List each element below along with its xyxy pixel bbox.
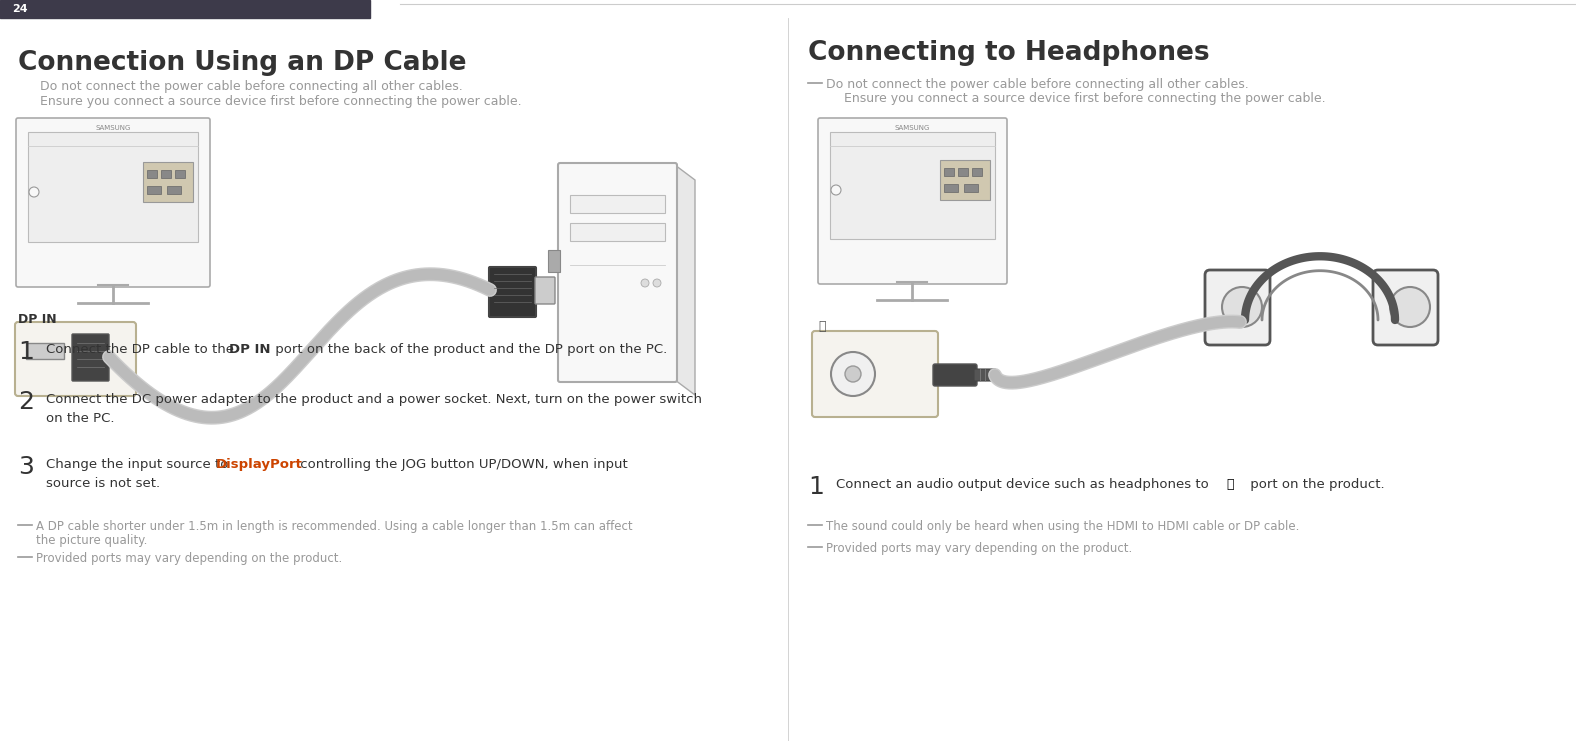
Bar xyxy=(161,170,172,178)
Circle shape xyxy=(845,366,860,382)
Bar xyxy=(25,343,65,359)
Circle shape xyxy=(28,187,39,197)
Bar xyxy=(143,162,192,202)
FancyBboxPatch shape xyxy=(1373,270,1437,345)
Bar xyxy=(175,170,184,178)
Bar xyxy=(958,168,968,176)
Text: The sound could only be heard when using the HDMI to HDMI cable or DP cable.: The sound could only be heard when using… xyxy=(826,520,1299,533)
Text: 3: 3 xyxy=(17,455,33,479)
FancyBboxPatch shape xyxy=(489,267,536,317)
Bar xyxy=(944,168,953,176)
Text: A DP cable shorter under 1.5m in length is recommended. Using a cable longer tha: A DP cable shorter under 1.5m in length … xyxy=(36,520,632,533)
FancyBboxPatch shape xyxy=(534,277,555,304)
Text: port on the product.: port on the product. xyxy=(1247,478,1385,491)
Circle shape xyxy=(1390,287,1429,327)
Text: Ensure you connect a source device first before connecting the power cable.: Ensure you connect a source device first… xyxy=(39,95,522,108)
Text: 1: 1 xyxy=(808,475,824,499)
Circle shape xyxy=(831,185,842,195)
Bar xyxy=(831,132,994,239)
Circle shape xyxy=(641,279,649,287)
Bar xyxy=(167,186,181,194)
Text: 1: 1 xyxy=(17,340,33,364)
Text: 🎧: 🎧 xyxy=(1226,478,1234,491)
Polygon shape xyxy=(675,165,695,395)
Bar xyxy=(944,184,958,192)
Text: Connect an audio output device such as headphones to: Connect an audio output device such as h… xyxy=(835,478,1214,491)
Text: 2: 2 xyxy=(17,390,35,414)
FancyBboxPatch shape xyxy=(812,331,938,417)
Text: Do not connect the power cable before connecting all other cables.: Do not connect the power cable before co… xyxy=(39,80,463,93)
Bar xyxy=(939,160,990,200)
Circle shape xyxy=(831,352,875,396)
Bar xyxy=(972,168,982,176)
Text: Do not connect the power cable before connecting all other cables.: Do not connect the power cable before co… xyxy=(826,78,1248,91)
Text: Connect the DP cable to the: Connect the DP cable to the xyxy=(46,343,238,356)
Circle shape xyxy=(1221,287,1262,327)
FancyBboxPatch shape xyxy=(974,369,996,381)
Bar xyxy=(965,184,979,192)
Bar xyxy=(548,250,559,272)
Text: on the PC.: on the PC. xyxy=(46,412,115,425)
Text: the picture quality.: the picture quality. xyxy=(36,534,148,547)
Bar xyxy=(28,132,199,242)
Text: controlling the JOG button UP/DOWN, when input: controlling the JOG button UP/DOWN, when… xyxy=(296,458,627,471)
Text: Change the input source to: Change the input source to xyxy=(46,458,233,471)
FancyBboxPatch shape xyxy=(16,322,136,396)
Text: 24: 24 xyxy=(13,4,28,14)
Text: Connection Using an DP Cable: Connection Using an DP Cable xyxy=(17,50,466,76)
FancyBboxPatch shape xyxy=(72,334,109,381)
Circle shape xyxy=(652,279,660,287)
Text: DisplayPort: DisplayPort xyxy=(216,458,303,471)
FancyBboxPatch shape xyxy=(16,118,210,287)
Bar xyxy=(147,170,158,178)
Text: source is not set.: source is not set. xyxy=(46,477,161,490)
Text: SAMSUNG: SAMSUNG xyxy=(895,125,930,131)
Text: SAMSUNG: SAMSUNG xyxy=(95,125,131,131)
Text: Ensure you connect a source device first before connecting the power cable.: Ensure you connect a source device first… xyxy=(845,92,1325,105)
Text: Connecting to Headphones: Connecting to Headphones xyxy=(808,40,1210,66)
Bar xyxy=(0,0,370,18)
Text: DP IN: DP IN xyxy=(17,313,57,326)
Text: port on the back of the product and the DP port on the PC.: port on the back of the product and the … xyxy=(271,343,667,356)
FancyBboxPatch shape xyxy=(1206,270,1270,345)
Text: 🎧: 🎧 xyxy=(818,320,826,333)
Text: Connect the DC power adapter to the product and a power socket. Next, turn on th: Connect the DC power adapter to the prod… xyxy=(46,393,701,406)
Bar xyxy=(147,186,161,194)
FancyBboxPatch shape xyxy=(558,163,678,382)
Bar xyxy=(571,195,665,213)
FancyBboxPatch shape xyxy=(933,364,977,386)
FancyBboxPatch shape xyxy=(818,118,1007,284)
Text: Provided ports may vary depending on the product.: Provided ports may vary depending on the… xyxy=(36,552,342,565)
Text: Provided ports may vary depending on the product.: Provided ports may vary depending on the… xyxy=(826,542,1132,555)
Text: DP IN: DP IN xyxy=(229,343,271,356)
Bar xyxy=(571,223,665,241)
